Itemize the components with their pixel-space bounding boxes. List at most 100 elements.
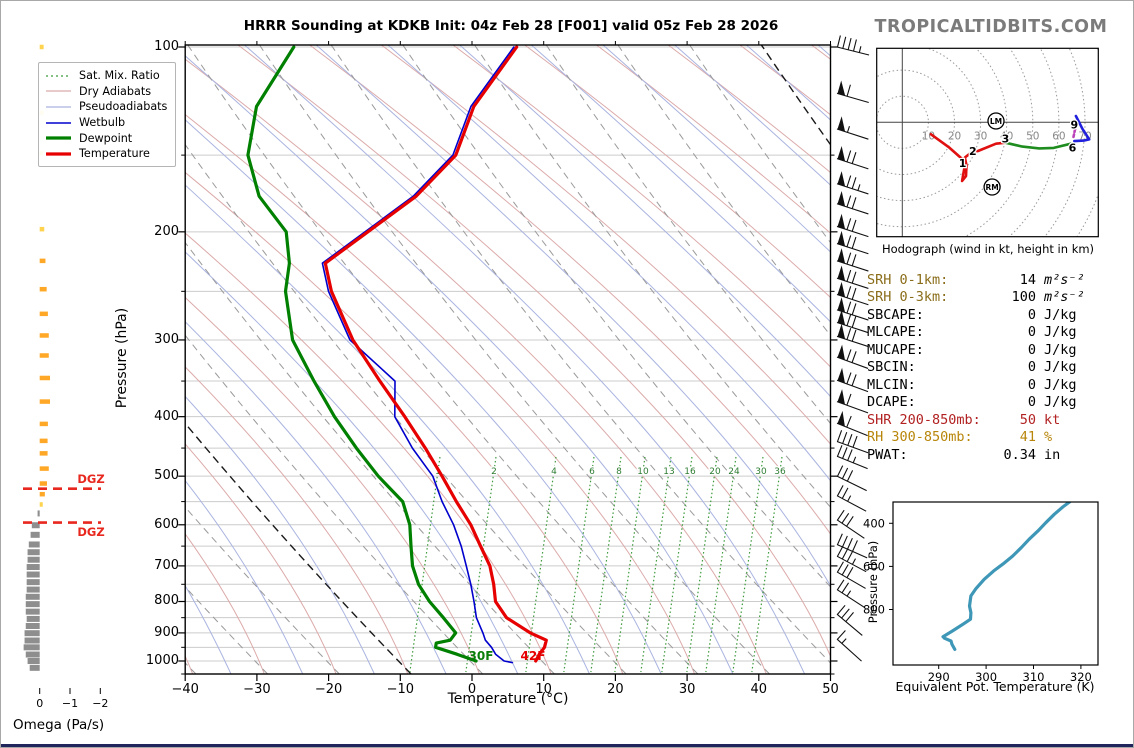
legend-swatch-line [46, 90, 71, 92]
temperature-tick: 10 [535, 682, 552, 697]
legend-label: Dewpoint [79, 131, 133, 145]
mixing-ratio-label: 4 [551, 467, 557, 477]
hodograph-segment-6-9km [1073, 114, 1091, 143]
index-label: MLCAPE: [867, 324, 924, 341]
figure-bottom-border [1, 744, 1133, 747]
omega-bar [25, 601, 40, 608]
sounding-curves [246, 45, 548, 664]
omega-bar [27, 549, 40, 556]
omega-bar [25, 623, 40, 630]
omega-bar [39, 399, 51, 404]
index-unit: J/kg [1044, 376, 1077, 393]
wetbulb-curve [321, 46, 515, 664]
legend-item: Dewpoint [45, 130, 169, 146]
omega-bar [26, 571, 40, 578]
legend-label: Temperature [79, 147, 150, 161]
omega-bar [25, 593, 40, 600]
omega-bar [39, 491, 45, 497]
index-unit: in [1044, 446, 1061, 463]
omega-tick: −2 [92, 697, 109, 710]
omega-bar [23, 644, 40, 651]
wind-barbs [836, 35, 870, 662]
theta-e-panel: 290 300 310 320 400 600 800 [863, 501, 1099, 684]
index-label: RH 300-850mb: [867, 429, 973, 446]
mixing-ratio-label: 24 [728, 467, 740, 477]
legend-swatch-line [46, 75, 71, 77]
temperature-tick: −40 [171, 682, 199, 697]
temperature-axis-label: Temperature (°C) [447, 691, 569, 707]
omega-bar [26, 579, 40, 586]
omega-bar [39, 353, 49, 358]
omega-bar [39, 286, 47, 292]
index-label: SBCAPE: [867, 306, 924, 323]
omega-bar [39, 44, 44, 50]
omega-bar [26, 586, 40, 593]
index-row: SBCAPE: 0 J/kg [867, 306, 1133, 324]
omega-tick: 0 [36, 697, 44, 710]
legend: Sat. Mix. Ratio Dry Adiabats Pseudoadiabat… [38, 62, 176, 167]
legend-swatch-line [46, 152, 71, 156]
index-unit: % [1044, 429, 1053, 446]
index-row: SRH 0-3km: 100 m²s⁻² [867, 289, 1133, 306]
index-value: 50 [1019, 411, 1036, 428]
legend-swatch-line [46, 121, 71, 124]
mixing-ratio-label: 8 [616, 467, 622, 477]
legend-label: Wetbulb [79, 116, 126, 130]
index-value: 0 [1027, 359, 1036, 376]
legend-label: Pseudoadiabats [79, 100, 168, 114]
omega-bar [29, 664, 40, 671]
index-row: MLCIN: 0 J/kg [867, 376, 1133, 394]
omega-bar [37, 510, 40, 517]
omega-bar [39, 438, 48, 444]
index-unit: J/kg [1044, 394, 1077, 411]
index-value: 0 [1027, 341, 1036, 358]
index-unit: kt [1044, 411, 1061, 428]
omega-bar [27, 556, 40, 563]
index-row: DCAPE: 0 J/kg [867, 394, 1133, 411]
omega-tick: −1 [61, 697, 79, 710]
hodograph-segment-3-6km [1004, 141, 1073, 150]
hodo-height-label: 9 [1070, 118, 1078, 131]
mixing-ratio-label: 16 [684, 467, 696, 477]
temperature-tick: −30 [243, 682, 271, 697]
svg-text:30: 30 [974, 131, 987, 143]
omega-bar [25, 608, 40, 615]
temperature-tick: 0 [467, 682, 477, 697]
index-value: 0 [1027, 394, 1036, 411]
pressure-tick: 300 [154, 331, 179, 347]
surface-dewpoint-label: 30F [468, 649, 494, 663]
omega-bar [31, 522, 40, 529]
hodo-height-label: 1 [959, 157, 967, 170]
index-row: MUCAPE: 0 J/kg [867, 341, 1133, 359]
omega-bar [39, 451, 48, 456]
index-row: PWAT: 0.34 in [867, 446, 1133, 464]
index-value: 0.34 [1003, 446, 1036, 463]
index-label: SHR 200-850mb: [867, 411, 981, 428]
theta-e-ytick: 800 [863, 603, 885, 617]
temperature-tick: 30 [678, 682, 696, 697]
mixing-ratio-label: 2 [491, 467, 497, 477]
hodograph-caption: Hodograph (wind in kt, height in km) [881, 242, 1095, 256]
hodo-height-label: 2 [969, 145, 977, 158]
omega-bar [26, 615, 40, 622]
index-row: SBCIN: 0 J/kg [867, 359, 1133, 376]
index-row: SRH 0-1km: 14 m²s⁻² [867, 272, 1133, 289]
temperature-tick: 20 [607, 682, 624, 697]
index-row: SHR 200-850mb: 50 kt [867, 411, 1133, 429]
legend-item: Pseudoadiabats [45, 99, 169, 115]
legend-label: Sat. Mix. Ratio [79, 69, 160, 83]
index-value: 0 [1027, 306, 1036, 323]
temperature-curve [323, 45, 548, 663]
omega-bar [24, 630, 40, 637]
index-label: SBCIN: [867, 359, 916, 376]
dgz-label-bottom: DGZ [77, 525, 105, 539]
index-row: RH 300-850mb: 41% [867, 429, 1133, 446]
index-label: MUCAPE: [867, 341, 924, 358]
theta-e-axis-label: Equivalent Pot. Temperature (K) [895, 679, 1095, 694]
theta-e-ytick: 400 [863, 516, 885, 530]
omega-bar [39, 421, 48, 427]
temperature-tick: −20 [314, 682, 343, 697]
theta-e-xtick: 290 [928, 670, 950, 684]
svg-text:20: 20 [948, 131, 961, 143]
